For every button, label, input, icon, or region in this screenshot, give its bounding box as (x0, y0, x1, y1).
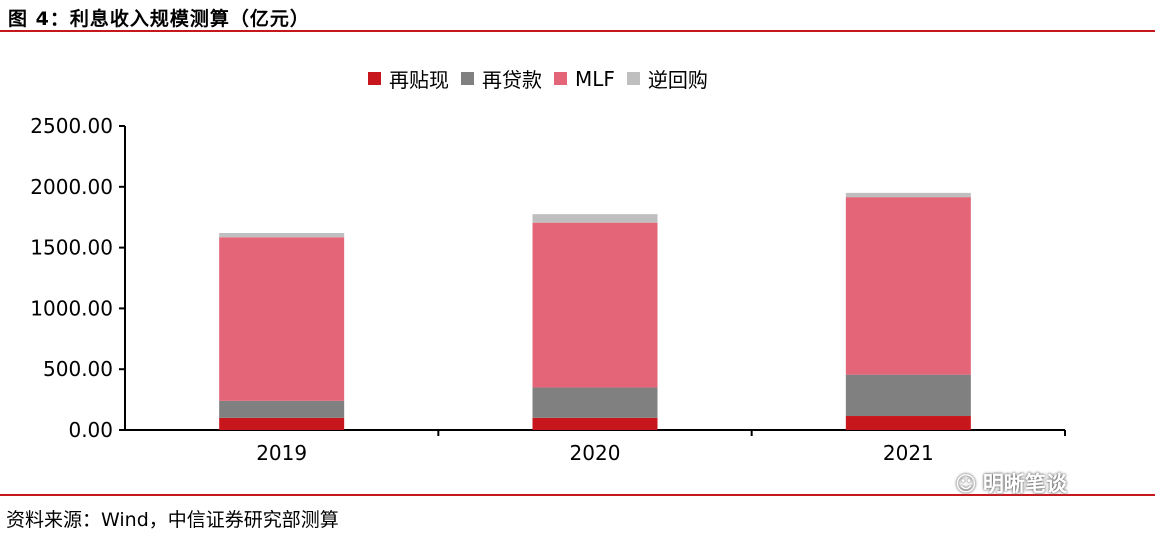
x-tick-label-2021: 2021 (883, 441, 934, 465)
y-tick-label-2: 1000.00 (30, 296, 113, 320)
y-tick-label-0: 0.00 (68, 418, 113, 442)
watermark-text: 明晰笔谈 (982, 472, 1067, 496)
y-tick-label-1: 500.00 (43, 357, 113, 381)
legend-swatch-rediscount (368, 72, 381, 85)
bar-2020-series-3 (532, 214, 658, 223)
legend-item-rediscount: 再贴现 (368, 64, 449, 93)
bar-2019-series-2 (219, 237, 345, 401)
legend-label-rediscount: 再贴现 (389, 68, 449, 92)
bar-2021-series-3 (845, 192, 971, 198)
legend-item-mlf: MLF (554, 64, 615, 93)
x-tick-label-2020: 2020 (570, 441, 621, 465)
legend-item-reverse-repo: 逆回购 (626, 64, 708, 93)
watermark: ☺ 明晰笔谈 (955, 468, 1067, 498)
y-tick-label-4: 2000.00 (30, 175, 113, 199)
bar-2019-series-1 (219, 400, 345, 418)
legend-label-reverse-repo: 逆回购 (647, 68, 708, 92)
legend-swatch-reverse-repo (626, 72, 640, 85)
y-tick-label-5: 2500.00 (30, 114, 113, 138)
bar-2019-series-3 (219, 233, 345, 238)
y-tick-label-3: 1500.00 (30, 236, 113, 260)
figure-title: 图 4：利息收入规模测算（亿元） (8, 8, 310, 30)
bar-2019-series-0 (219, 417, 345, 430)
bar-2021-series-1 (845, 374, 971, 417)
top-divider (0, 30, 1155, 32)
wechat-icon: ☺ (955, 472, 977, 496)
bar-2020-series-2 (532, 222, 658, 388)
chart-legend: 再贴现 再贷款 MLF 逆回购 (368, 64, 708, 93)
legend-swatch-relending (461, 72, 474, 85)
legend-swatch-mlf (554, 72, 567, 85)
source-note: 资料来源：Wind，中信证券研究部测算 (6, 509, 339, 531)
x-tick-label-2019: 2019 (256, 441, 307, 465)
stacked-bar-chart: 0.00 500.00 1000.00 1500.00 2000.00 2500.00 20… (30, 114, 1066, 465)
legend-item-relending: 再贷款 (461, 64, 542, 93)
bar-2021-series-2 (845, 197, 971, 375)
bar-2021-series-0 (845, 416, 971, 430)
bar-2020-series-0 (532, 417, 658, 430)
legend-label-relending: 再贷款 (482, 68, 542, 92)
bottom-divider (0, 494, 1155, 496)
legend-label-mlf: MLF (575, 66, 615, 91)
bar-2020-series-1 (532, 387, 658, 418)
